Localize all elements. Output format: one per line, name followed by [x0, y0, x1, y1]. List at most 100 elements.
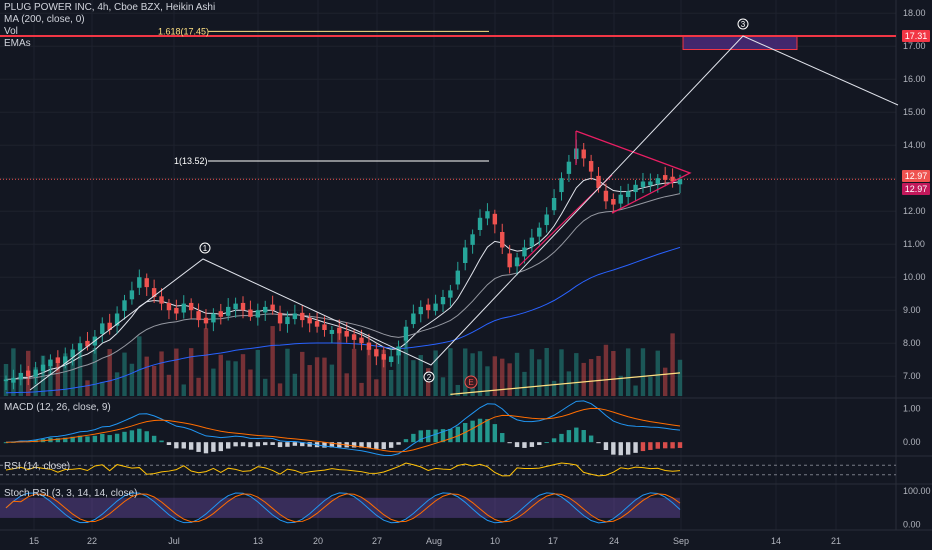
macd-legend[interactable]: MACD (12, 26, close, 9) [4, 402, 111, 413]
macd-histogram-bar [63, 437, 68, 443]
volume-bar [151, 365, 157, 396]
time-tick-label: Aug [426, 536, 442, 546]
candle-body [381, 354, 386, 360]
macd-histogram-bar [559, 433, 564, 443]
candle-body [425, 304, 431, 311]
macd-histogram-bar [625, 442, 631, 455]
macd-histogram-bar [292, 442, 298, 446]
volume-bar [655, 350, 660, 396]
macd-line [5, 400, 681, 457]
macd-histogram-bar [366, 442, 372, 449]
macd-tick-label: 1.00 [903, 403, 921, 413]
time-tick-label: 10 [490, 536, 500, 546]
stoch-legend[interactable]: Stoch RSI (3, 3, 14, 14, close) [4, 488, 138, 499]
earnings-marker[interactable] [464, 375, 478, 389]
macd-histogram-bar [670, 442, 675, 449]
candle-body [611, 198, 616, 205]
target-price-pill: 17.31 [902, 30, 930, 42]
price-tick-label: 9.00 [903, 305, 921, 315]
indicator-emas[interactable]: EMAs [4, 38, 31, 49]
macd-pane: 1.00 0.00 [3, 400, 921, 457]
candle-body [507, 253, 512, 268]
volume-bar [625, 348, 631, 396]
macd-histogram-bar [551, 438, 557, 443]
macd-histogram-bar [507, 442, 512, 444]
candle-body [277, 312, 283, 324]
volume-bar [492, 356, 498, 396]
chart-legend[interactable]: PLUG POWER INC, 4h, Cboe BZX, Heikin Ash… [4, 2, 215, 50]
candle-body [625, 191, 631, 198]
candle-body [544, 214, 549, 226]
macd-histogram-bar [263, 442, 268, 446]
candle-body [440, 297, 446, 305]
candle-body [603, 190, 609, 202]
macd-histogram-bar [425, 429, 431, 443]
indicator-vol[interactable]: Vol [4, 26, 18, 37]
macd-histogram-bar [648, 442, 653, 450]
candle-body [307, 317, 312, 324]
candle-body [263, 306, 268, 313]
volume-bar [603, 344, 609, 396]
volume-bar [203, 328, 209, 396]
macd-histogram-bar [166, 442, 172, 446]
volume-bar [114, 372, 120, 396]
volume-bar [500, 358, 505, 396]
macd-histogram-bar [433, 429, 438, 443]
rsi-legend[interactable]: RSI (14, close) [4, 461, 71, 472]
fib-one-label: 1(13.52) [174, 156, 208, 166]
candle-body [11, 377, 16, 383]
volume-bar [648, 376, 653, 396]
volume-bar [322, 357, 327, 396]
macd-histogram-bar [122, 431, 127, 443]
last-price-pill: 12.97 [902, 170, 930, 182]
volume-bar [574, 353, 579, 396]
heikin-ashi-candles [3, 139, 683, 391]
wave-1-marker [199, 242, 211, 254]
time-tick-label: 27 [372, 536, 382, 546]
stoch-rsi-pane: 100.00 0.00 [0, 486, 931, 530]
macd-histogram-bar [225, 442, 231, 449]
volume-bar [255, 349, 261, 396]
candle-body [470, 234, 475, 245]
candle-body [633, 184, 638, 193]
candle-body [100, 323, 105, 334]
volume-bar [300, 351, 305, 396]
ema-slow-line [5, 246, 681, 394]
wave-1-label: 1 [203, 244, 208, 253]
volume-bar [188, 348, 194, 396]
candle-body [85, 340, 90, 347]
time-tick-label: 21 [831, 536, 841, 546]
macd-histogram-bar [92, 435, 98, 443]
stoch-d-line [5, 493, 681, 523]
macd-histogram-bar [677, 442, 683, 448]
volume-bar [55, 362, 61, 396]
candle-body [188, 302, 194, 311]
volume-bar [196, 377, 201, 396]
time-tick-label: 13 [253, 536, 263, 546]
volume-bar [662, 367, 668, 396]
volume-bar [107, 349, 112, 396]
candle-body [448, 290, 453, 298]
macd-histogram-bar [529, 442, 535, 447]
volume-bar [292, 373, 298, 396]
candle-body [351, 334, 357, 340]
volume-bar [485, 366, 490, 396]
macd-histogram-bar [485, 419, 490, 443]
candle-body [618, 194, 623, 204]
macd-histogram-bar [285, 442, 290, 447]
macd-histogram-bar [277, 442, 283, 448]
time-axis: 15 22 Jul 13 20 27 Aug 10 17 24 Sep 14 21 [29, 536, 841, 546]
volume-bar [307, 365, 312, 396]
candle-body [403, 326, 409, 341]
indicator-ma[interactable]: MA (200, close, 0) [4, 14, 85, 25]
volume-bar [396, 353, 401, 396]
macd-histogram-bar [85, 436, 90, 443]
volume-bar [344, 373, 349, 396]
candle-body [670, 176, 675, 182]
volume-bar [581, 362, 586, 396]
price-tick-label: 15.00 [903, 107, 926, 117]
candle-body [485, 211, 490, 219]
volume-bar [640, 348, 646, 396]
elliott-wave-lines [29, 35, 899, 391]
